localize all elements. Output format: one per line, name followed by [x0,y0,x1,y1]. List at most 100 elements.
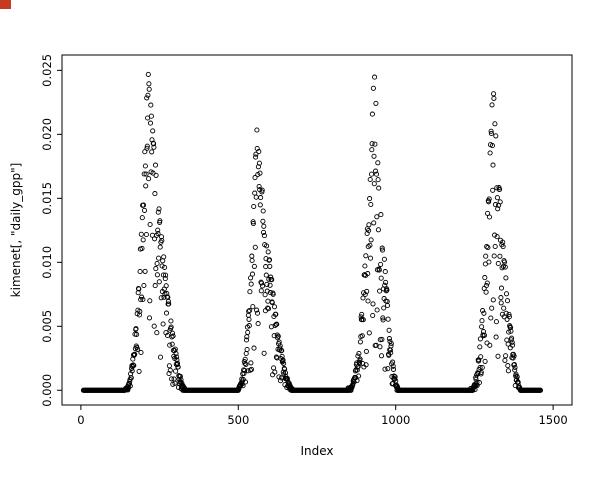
data-point [497,199,503,205]
data-point [136,368,142,374]
data-point [252,175,258,181]
data-point [485,245,491,251]
data-point [537,387,544,393]
data-point [169,376,175,382]
data-point [498,300,504,306]
data-point [138,349,144,356]
data-point [144,143,150,149]
data-point [140,202,147,208]
data-point [384,287,390,293]
data-point [369,111,375,117]
data-point [479,318,485,324]
data-point [242,379,249,385]
data-point [166,370,172,377]
data-point [284,375,290,382]
data-point [253,194,259,200]
data-point [506,314,512,320]
y-tick-label: 0.000 [40,374,54,407]
data-point [388,343,394,349]
data-point [256,149,262,155]
data-point [259,283,266,289]
y-tick-label: 0.025 [40,54,54,87]
data-point [375,227,381,233]
data-point [371,181,377,187]
data-point [477,336,483,342]
x-tick-label: 500 [227,413,249,427]
data-point [493,334,499,340]
data-point [503,275,509,281]
data-point [281,360,287,366]
data-point [383,279,389,285]
data-point [484,340,490,346]
data-point [247,289,253,295]
data-point [269,300,275,306]
data-point [262,292,268,298]
data-point [160,321,166,327]
data-point [251,345,257,351]
data-point [370,312,376,319]
data-point [382,366,388,372]
data-point [243,337,250,343]
data-point [174,354,180,360]
data-point [165,298,171,304]
data-point [260,208,266,214]
data-point [502,357,508,363]
data-point [503,310,509,316]
data-point [265,298,271,304]
data-point [136,286,142,292]
data-point [177,373,183,379]
data-point [373,168,379,174]
data-point [497,186,503,192]
data-point [172,380,178,386]
data-point [260,218,266,224]
x-axis: 0 500 1000 1500 [77,405,568,427]
data-point [370,301,376,307]
data-point [354,378,360,384]
data-point [386,327,392,333]
y-tick-label: 0.020 [40,118,54,151]
x-axis-title: Index [300,444,334,458]
data-point [369,141,375,147]
data-point [385,366,391,372]
data-point [155,227,161,233]
data-point [128,375,134,381]
data-point [384,302,391,309]
data-point [363,362,369,368]
y-tick-label: 0.005 [40,310,54,343]
data-point [243,361,249,367]
data-point [149,149,155,155]
data-point [152,191,158,197]
data-point [254,310,261,316]
data-point [142,268,148,274]
data-point [269,277,275,283]
data-point [139,215,145,221]
data-point [488,130,494,137]
data-point [261,223,267,229]
data-point [247,307,253,314]
data-point [253,151,259,157]
data-point [254,307,260,313]
data-point [348,387,354,393]
data-point [505,368,511,374]
data-point [369,147,375,153]
data-point [260,229,267,235]
data-point [367,176,373,183]
data-point [270,291,276,297]
data-point [144,95,150,101]
data-point [380,317,386,323]
data-point [251,263,257,269]
data-point [391,373,397,379]
data-point [495,260,501,267]
data-point [173,368,179,374]
corner-artifact [0,0,11,9]
data-point [484,244,490,250]
y-tick-label: 0.015 [40,182,54,215]
data-point [504,316,510,322]
data-point [277,378,284,384]
data-point [143,231,149,238]
data-point [486,214,493,220]
data-point [249,271,256,277]
data-point [265,249,271,255]
data-point [378,353,385,359]
